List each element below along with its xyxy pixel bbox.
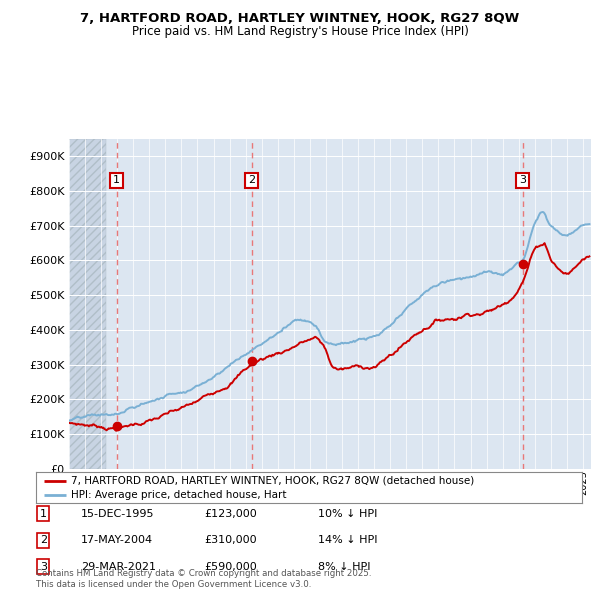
Text: 3: 3	[40, 562, 47, 572]
Text: 15-DEC-1995: 15-DEC-1995	[81, 509, 155, 519]
Text: 2: 2	[248, 175, 256, 185]
Text: HPI: Average price, detached house, Hart: HPI: Average price, detached house, Hart	[71, 490, 287, 500]
Text: 1: 1	[113, 175, 120, 185]
Text: 1: 1	[40, 509, 47, 519]
Text: 3: 3	[519, 175, 526, 185]
Text: 29-MAR-2021: 29-MAR-2021	[81, 562, 156, 572]
Text: 7, HARTFORD ROAD, HARTLEY WINTNEY, HOOK, RG27 8QW: 7, HARTFORD ROAD, HARTLEY WINTNEY, HOOK,…	[80, 12, 520, 25]
Text: £123,000: £123,000	[204, 509, 257, 519]
Text: 10% ↓ HPI: 10% ↓ HPI	[318, 509, 377, 519]
Text: 14% ↓ HPI: 14% ↓ HPI	[318, 535, 377, 545]
Text: 8% ↓ HPI: 8% ↓ HPI	[318, 562, 371, 572]
Text: Price paid vs. HM Land Registry's House Price Index (HPI): Price paid vs. HM Land Registry's House …	[131, 25, 469, 38]
Text: 7, HARTFORD ROAD, HARTLEY WINTNEY, HOOK, RG27 8QW (detached house): 7, HARTFORD ROAD, HARTLEY WINTNEY, HOOK,…	[71, 476, 475, 486]
Text: 2: 2	[40, 535, 47, 545]
Text: £590,000: £590,000	[204, 562, 257, 572]
Text: £310,000: £310,000	[204, 535, 257, 545]
Text: 17-MAY-2004: 17-MAY-2004	[81, 535, 153, 545]
Text: Contains HM Land Registry data © Crown copyright and database right 2025.
This d: Contains HM Land Registry data © Crown c…	[36, 569, 371, 589]
